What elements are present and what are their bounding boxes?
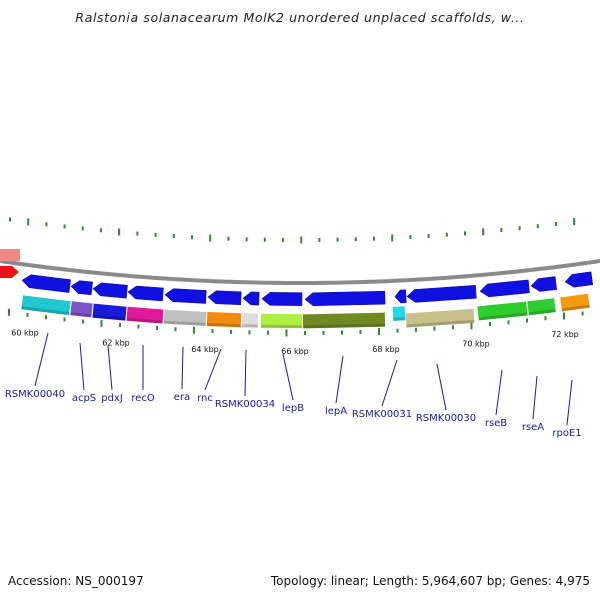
- gene-feature-bar[interactable]: [260, 313, 303, 329]
- gene-feature-shadow: [528, 309, 556, 316]
- gene-feature-bar[interactable]: [241, 313, 259, 328]
- gene-arrow[interactable]: [92, 282, 128, 299]
- gene-feature-shadow: [303, 323, 386, 329]
- gene-label[interactable]: rpoE1: [552, 428, 581, 439]
- gene-feature-bar[interactable]: [392, 306, 406, 321]
- gene-label[interactable]: acpS: [72, 393, 96, 404]
- gene-arrow[interactable]: [394, 289, 407, 304]
- gene-feature-bar[interactable]: [527, 298, 556, 316]
- gene-feature-bar[interactable]: [477, 301, 528, 321]
- gene-feature-shadow: [92, 314, 126, 321]
- gene-feature-bar[interactable]: [206, 311, 242, 328]
- gene-arrow[interactable]: [304, 290, 386, 306]
- page-title: Ralstonia solanacearum MolK2 unordered u…: [75, 10, 525, 25]
- gene-feature-bar[interactable]: [126, 306, 164, 324]
- gene-arrow[interactable]: [479, 279, 530, 298]
- gene-feature-bar[interactable]: [405, 308, 475, 328]
- gene-arrow[interactable]: [127, 285, 164, 302]
- gene-label[interactable]: RSMK00031: [352, 409, 412, 420]
- scale-label: 60 kbp: [11, 329, 39, 338]
- gene-label[interactable]: lepB: [282, 403, 304, 414]
- gene-label-leader: [532, 375, 538, 420]
- partial-feature-left[interactable]: [0, 249, 20, 261]
- partial-feature-left[interactable]: [0, 266, 19, 278]
- gene-label[interactable]: lepA: [325, 406, 347, 417]
- topology-text: Topology: linear; Length: 5,964,607 bp; …: [270, 574, 590, 588]
- gene-feature-bar[interactable]: [302, 312, 386, 329]
- gene-arrow[interactable]: [164, 288, 207, 304]
- gene-label-leader: [495, 369, 503, 416]
- gene-feature-bar[interactable]: [92, 303, 127, 321]
- gene-label[interactable]: recO: [131, 393, 155, 404]
- gene-label-leader: [107, 344, 113, 391]
- scale-label: 68 kbp: [372, 345, 400, 354]
- gene-label[interactable]: era: [174, 392, 190, 403]
- gene-arrow[interactable]: [70, 280, 93, 296]
- scale-label: 70 kbp: [462, 339, 490, 348]
- gene-label-leader: [79, 342, 85, 391]
- gene-feature-shadow: [561, 304, 590, 312]
- gene-label-leader: [436, 363, 447, 411]
- scale-label: 64 kbp: [191, 345, 219, 354]
- gene-label[interactable]: RSMK00034: [215, 399, 275, 410]
- gene-arrow[interactable]: [242, 291, 260, 306]
- gene-label-leader: [204, 348, 222, 391]
- gene-arrow[interactable]: [261, 292, 303, 306]
- gene-feature-shadow: [406, 319, 475, 328]
- gene-feature-shadow: [393, 317, 406, 321]
- gene-label-leader: [335, 355, 344, 404]
- scale-label: 72 kbp: [551, 330, 579, 339]
- gene-feature-shadow: [126, 317, 163, 324]
- gene-feature-shadow: [21, 306, 70, 316]
- gene-feature-shadow: [478, 312, 528, 321]
- gene-arrow[interactable]: [207, 290, 242, 305]
- gene-arrow[interactable]: [564, 271, 594, 289]
- gene-label-leader: [34, 332, 49, 387]
- accession-text: Accession: NS_000197: [8, 574, 144, 588]
- gene-arrow[interactable]: [530, 276, 557, 293]
- gene-label-leader: [381, 359, 398, 407]
- gene-label[interactable]: rnc: [197, 393, 213, 404]
- gene-arrow[interactable]: [406, 284, 477, 303]
- gene-label[interactable]: pdxJ: [101, 393, 123, 404]
- gene-feature-shadow: [163, 320, 206, 326]
- gene-label[interactable]: rseA: [522, 422, 544, 433]
- gene-label-leader: [566, 379, 573, 426]
- gene-feature-bar[interactable]: [163, 309, 207, 326]
- gene-arrow[interactable]: [21, 274, 71, 293]
- gene-label[interactable]: RSMK00030: [416, 413, 476, 424]
- gene-label-leader: [181, 346, 184, 390]
- gene-feature-shadow: [260, 324, 302, 329]
- gene-label-leader: [282, 353, 294, 401]
- gene-feature-bar[interactable]: [70, 301, 93, 318]
- gene-feature-shadow: [206, 322, 241, 328]
- backbone-line: [0, 258, 600, 286]
- gene-label-leader: [244, 349, 247, 397]
- gene-feature-shadow: [70, 312, 92, 318]
- gene-label[interactable]: rseB: [485, 418, 507, 429]
- scale-label: 66 kbp: [281, 347, 309, 356]
- gene-feature-shadow: [241, 324, 258, 328]
- gene-feature-bar[interactable]: [21, 295, 71, 316]
- gene-label[interactable]: RSMK00040: [5, 389, 65, 400]
- gene-feature-bar[interactable]: [560, 293, 590, 312]
- scale-label: 62 kbp: [102, 339, 130, 348]
